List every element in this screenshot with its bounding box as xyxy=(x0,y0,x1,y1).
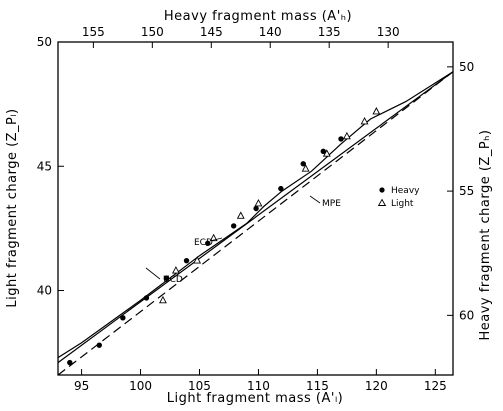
heavy-point-11 xyxy=(320,148,326,155)
heavy-point-2 xyxy=(120,315,126,321)
y-tick-label-50: 50 xyxy=(37,35,52,49)
heavy-point-0 xyxy=(67,359,73,366)
curve-ecd xyxy=(57,71,454,364)
top-tick-label-140: 140 xyxy=(259,25,282,39)
right-tick-label-50: 50 xyxy=(459,60,474,74)
heavy-point-7 xyxy=(230,223,237,229)
x-axis-title: Light fragment mass (A'ₗ) xyxy=(167,391,343,406)
light-point-3 xyxy=(209,233,218,242)
light-point-0 xyxy=(158,295,167,304)
light-point-9 xyxy=(360,116,369,125)
right-axis-title: Heavy fragment charge (Z_Pₕ) xyxy=(478,129,493,340)
y-axis-title: Light fragment charge (Z_Pₗ) xyxy=(5,108,20,307)
heavy-point-3 xyxy=(143,295,150,301)
x-tick-label-110: 110 xyxy=(247,379,270,393)
top-tick-label-155: 155 xyxy=(82,25,105,39)
x-tick-label-120: 120 xyxy=(365,379,388,393)
ucd-leader xyxy=(145,267,161,280)
curve-ucd xyxy=(57,71,454,376)
curve-label-ecd: ECD xyxy=(194,238,213,248)
marker-layer xyxy=(67,107,381,366)
heavy-point-9 xyxy=(278,185,284,192)
legend-light-marker xyxy=(377,198,387,206)
x-tick-label-100: 100 xyxy=(129,379,152,393)
light-point-4 xyxy=(236,211,245,219)
y-tick-label-40: 40 xyxy=(37,284,52,298)
legend-heavy-marker xyxy=(379,187,385,193)
light-point-10 xyxy=(372,107,381,115)
light-point-5 xyxy=(254,198,263,207)
curve-mpe xyxy=(57,71,454,359)
curve-label-ucd: UCD xyxy=(163,275,183,285)
heavy-point-6 xyxy=(205,240,211,246)
legend: Heavy Light xyxy=(377,186,420,209)
heavy-point-8 xyxy=(253,205,259,212)
y-tick-label-45: 45 xyxy=(37,159,52,173)
mpe-leader xyxy=(309,195,321,204)
top-tick-label-135: 135 xyxy=(318,25,341,39)
light-point-2 xyxy=(193,256,202,264)
curve-layer xyxy=(57,71,454,376)
plot-frame xyxy=(57,41,454,376)
top-tick-label-145: 145 xyxy=(200,25,223,39)
right-tick-label-55: 55 xyxy=(459,184,474,198)
top-axis-title: Heavy fragment mass (A'ₕ) xyxy=(164,9,352,24)
x-tick-label-105: 105 xyxy=(188,379,211,393)
tick-layer: 95 100 105 110 115 120 125 40 45 50 155 150 145 140 13… xyxy=(37,25,475,393)
light-point-6 xyxy=(301,164,310,172)
heavy-point-12 xyxy=(338,136,344,142)
top-tick-label-150: 150 xyxy=(141,25,164,39)
curve-label-mpe: MPE xyxy=(322,199,341,209)
top-tick-label-130: 130 xyxy=(377,25,400,39)
legend-light-label: Light xyxy=(391,199,414,209)
light-point-8 xyxy=(342,131,351,140)
x-tick-label-125: 125 xyxy=(424,379,447,393)
heavy-point-10 xyxy=(300,161,306,167)
right-tick-label-60: 60 xyxy=(459,308,474,322)
heavy-point-1 xyxy=(96,342,102,348)
heavy-point-5 xyxy=(183,257,190,264)
light-point-7 xyxy=(322,149,331,157)
x-tick-label-115: 115 xyxy=(306,379,329,393)
legend-heavy-label: Heavy xyxy=(391,186,420,196)
heavy-point-4 xyxy=(163,275,170,281)
light-point-1 xyxy=(171,266,180,274)
ecd-leader xyxy=(209,237,223,242)
x-tick-label-95: 95 xyxy=(74,379,89,393)
